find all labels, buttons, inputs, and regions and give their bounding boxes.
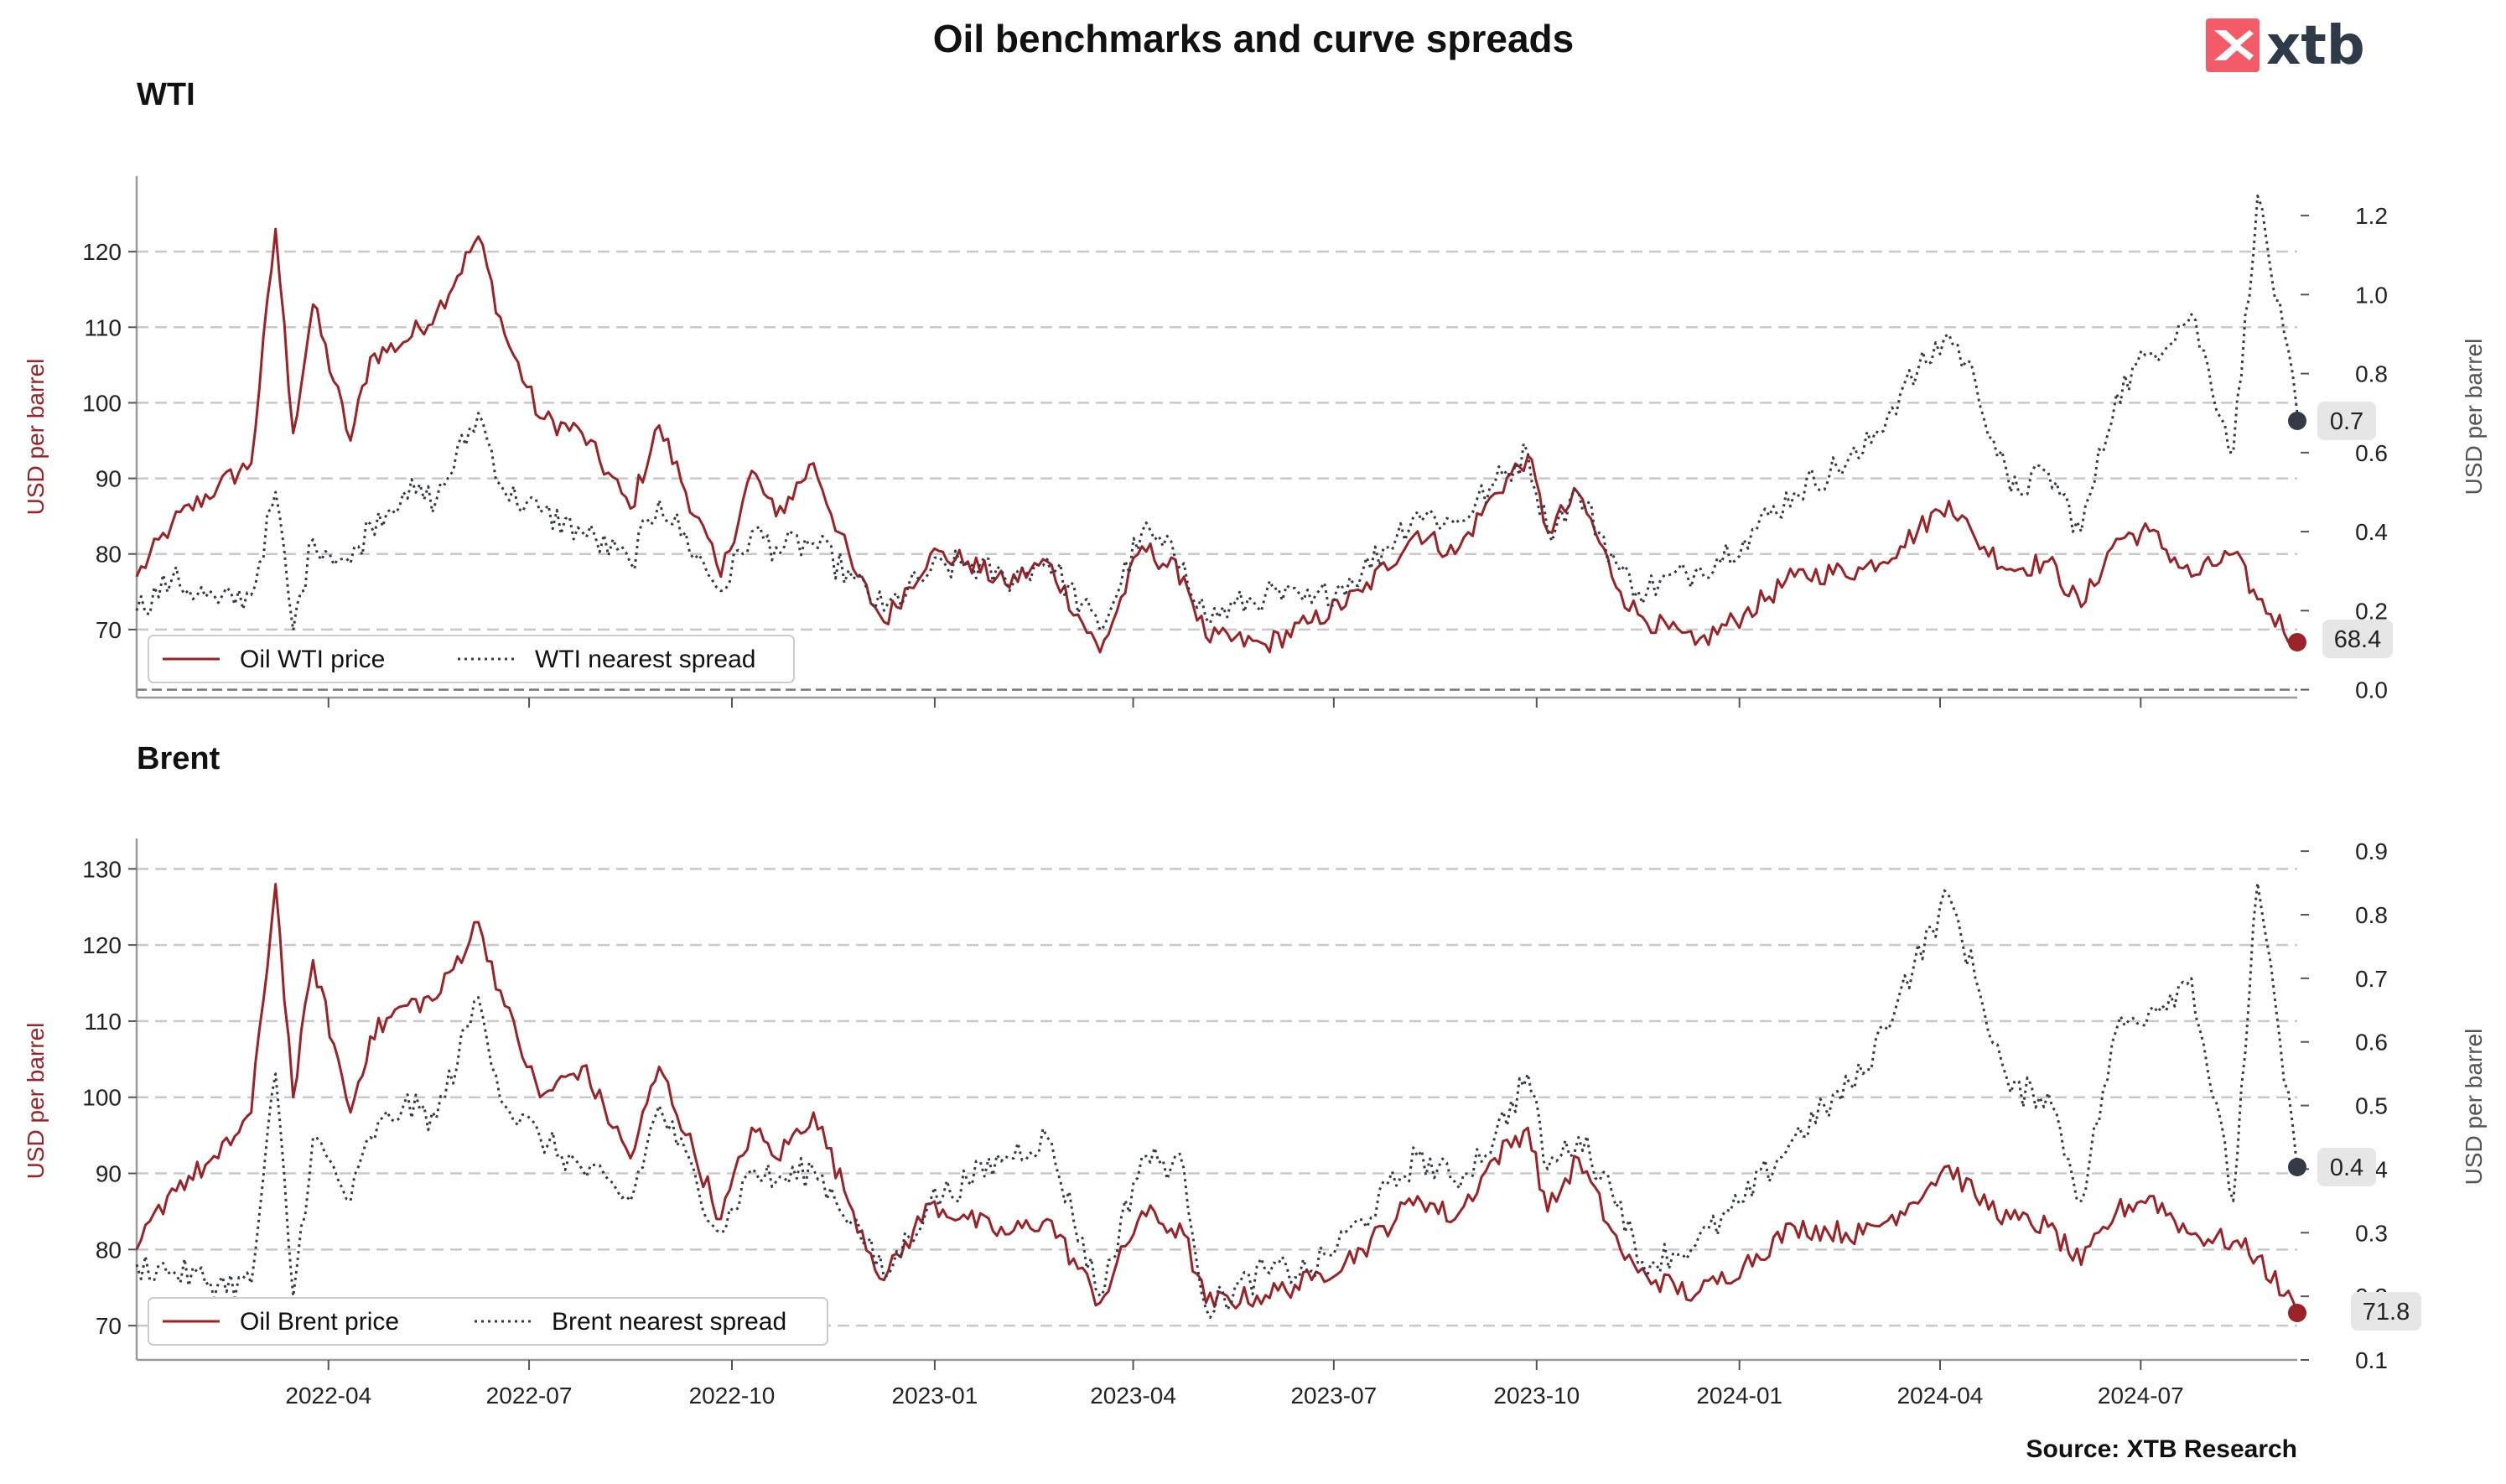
xtb-logo: xtb [2206, 15, 2365, 77]
y-tick-label-right: 0.8 [2355, 361, 2388, 387]
y-tick-label-left: 70 [96, 617, 122, 643]
y-tick-label-right: 0.5 [2355, 1093, 2388, 1119]
end-label-box-spread-wti [2317, 402, 2376, 440]
x-tick-label: 2023-07 [1290, 1383, 1377, 1409]
legend-label-price-brent: Oil Brent price [240, 1308, 399, 1336]
spread-line-wti [135, 195, 2299, 632]
end-label-spread-wti: 0.7 [2330, 408, 2363, 435]
y-tick-label-left: 80 [96, 542, 122, 568]
end-marker-price-brent: 71.8 [2288, 1292, 2421, 1331]
y-tick-label-right: 1.2 [2355, 203, 2388, 229]
panel-title-wti: WTI [137, 77, 195, 112]
y-tick-label-right: 0.7 [2355, 966, 2388, 992]
x-ticks-brent: 2022-04 2022-07 2022-10 2023-01 2023-04 2023-… [285, 1360, 2184, 1409]
y-tick-label-right: 0.6 [2355, 440, 2388, 466]
y-tick-label-left: 80 [96, 1237, 122, 1263]
legend-label-spread-wti: WTI nearest spread [535, 646, 755, 673]
y-axis-label-right-brent: USD per barrel [2461, 1029, 2487, 1186]
y-tick-label-left: 90 [96, 466, 122, 492]
end-label-box-price-brent [2351, 1292, 2421, 1331]
y-tick-label-left: 100 [82, 390, 122, 416]
y-tick-label-right: 0.9 [2355, 838, 2388, 864]
end-label-price-wti: 68.4 [2334, 626, 2381, 653]
end-marker-price-wti: 68.4 [2288, 620, 2393, 658]
spread-line-brent [135, 881, 2299, 1319]
x-tick-label: 2022-04 [285, 1383, 371, 1409]
source-note: Source: XTB Research [2026, 1435, 2297, 1463]
x-tick-label: 2024-01 [1696, 1383, 1782, 1409]
xtb-logo-x-shape [2214, 30, 2254, 60]
y-tick-label-right: 0.0 [2355, 677, 2388, 703]
end-dot-price-brent [2288, 1304, 2306, 1322]
series-area-wti [135, 195, 2299, 654]
x-tick-label: 2024-07 [2098, 1383, 2184, 1409]
y-tick-label-left: 120 [82, 932, 122, 958]
y-tick-label-left: 110 [84, 314, 122, 340]
panel-title-brent: Brent [137, 741, 221, 776]
end-label-box-price-wti [2322, 620, 2393, 658]
x-tick-label: 2022-10 [689, 1383, 776, 1409]
y-axis-label-left-brent: USD per barrel [23, 1023, 49, 1180]
end-marker-spread-brent: 0.4 [2288, 1148, 2376, 1186]
y-axis-label-left-wti: USD per barrel [23, 359, 49, 516]
end-label-price-brent: 71.8 [2363, 1299, 2410, 1326]
y-ticks-left-wti: 70 80 90 100 110 120 [82, 239, 137, 643]
y-tick-label-left: 120 [82, 239, 122, 265]
y-tick-label-right: 0.6 [2355, 1030, 2388, 1056]
chart-title: Oil benchmarks and curve spreads [933, 17, 1574, 60]
x-tick-label: 2023-01 [892, 1383, 978, 1409]
x-tick-label: 2022-07 [486, 1383, 573, 1409]
y-tick-label-left: 100 [82, 1085, 122, 1111]
legend-label-spread-brent: Brent nearest spread [552, 1308, 786, 1336]
legend-label-price-wti: Oil WTI price [240, 646, 385, 673]
legend-wti: Oil WTI price WTI nearest spread [148, 635, 795, 683]
y-tick-label-left: 90 [96, 1161, 122, 1187]
y-tick-label-right: 0.4 [2355, 519, 2388, 545]
end-label-box-spread-brent [2317, 1148, 2376, 1186]
x-tick-label: 2024-04 [1897, 1383, 1984, 1409]
y-tick-label-left: 70 [96, 1313, 122, 1339]
end-marker-spread-wti: 0.7 [2288, 402, 2376, 440]
price-line-brent [135, 883, 2299, 1313]
xtb-logo-text: xtb [2266, 15, 2365, 77]
end-label-spread-brent: 0.4 [2330, 1155, 2363, 1181]
y-tick-label-right: 0.8 [2355, 902, 2388, 928]
end-dot-spread-brent [2288, 1158, 2306, 1176]
y-axis-label-right-wti: USD per barrel [2461, 339, 2487, 496]
legend-brent: Oil Brent price Brent nearest spread [148, 1297, 828, 1346]
y-tick-label-right: 1.0 [2355, 282, 2388, 308]
y-tick-label-left: 110 [84, 1009, 122, 1035]
price-line-wti [135, 227, 2298, 654]
y-tick-label-right: 0.1 [2355, 1347, 2388, 1373]
x-tick-label: 2023-10 [1493, 1383, 1580, 1409]
end-dot-spread-wti [2288, 412, 2306, 430]
end-dot-price-wti [2288, 633, 2306, 651]
series-area-brent [135, 881, 2299, 1319]
y-ticks-left-brent: 70 80 90 100 110 120 130 [82, 856, 137, 1339]
y-tick-label-left: 130 [82, 856, 122, 882]
x-ticks-wti [327, 698, 2142, 708]
y-tick-label-right: 0.3 [2355, 1220, 2388, 1246]
x-tick-label: 2023-04 [1090, 1383, 1176, 1409]
